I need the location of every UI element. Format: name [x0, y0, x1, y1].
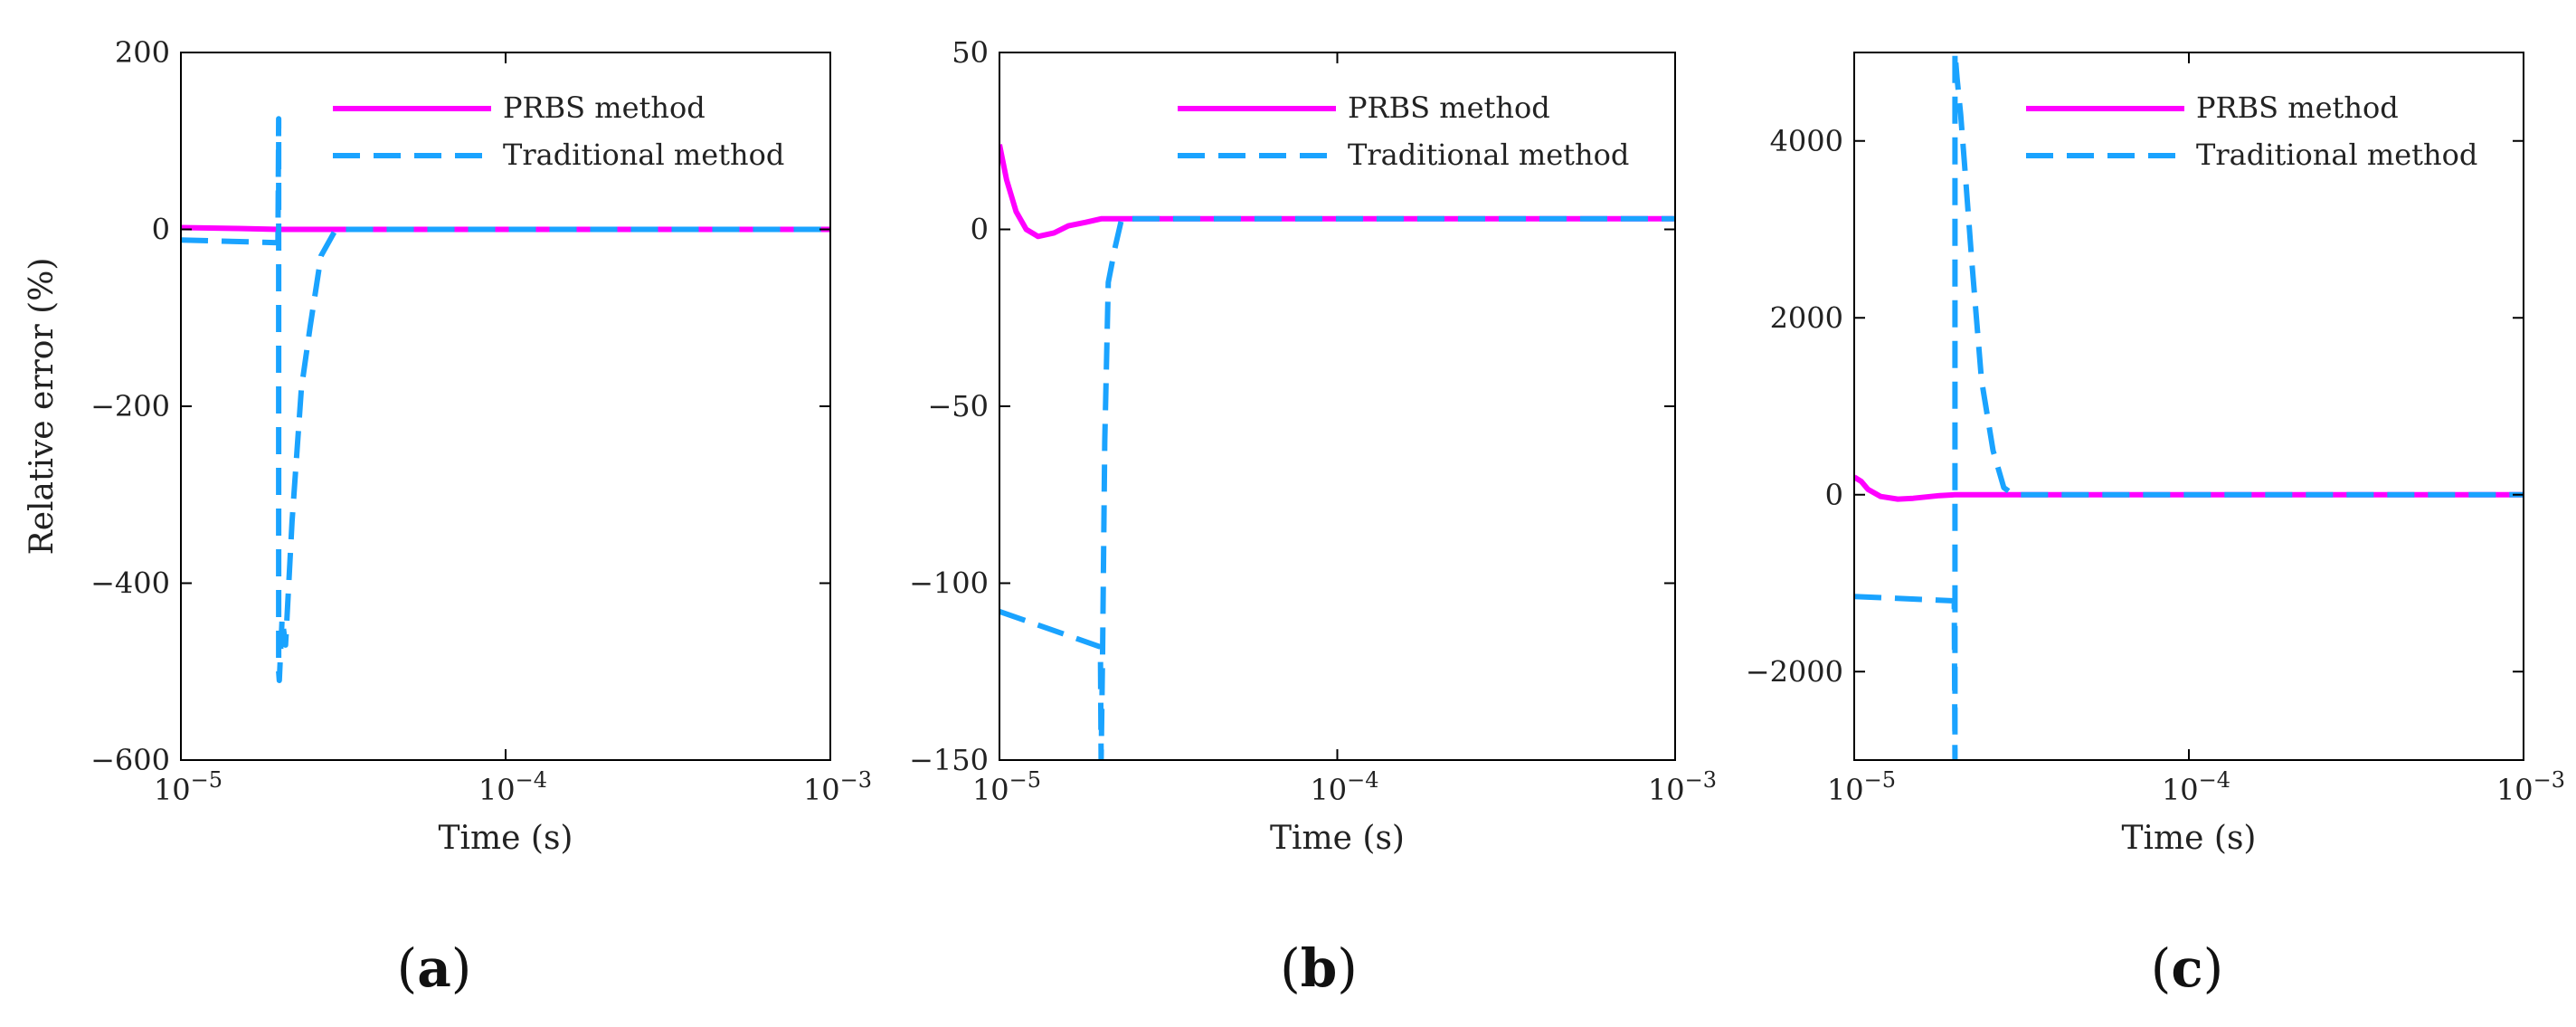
legend-traditional-label: Traditional method — [503, 138, 784, 172]
y-tick-label: 0 — [152, 213, 170, 247]
x-tick-label: 10−3 — [803, 767, 872, 807]
x-axis-label: Time (s) — [1270, 820, 1405, 857]
x-tick-label: 10−3 — [1648, 767, 1717, 807]
y-tick-label: −100 — [909, 566, 989, 601]
x-tick-label: 10−5 — [154, 767, 223, 807]
panel-label-a: (a) — [397, 937, 472, 999]
traditional-series-line — [999, 215, 1675, 760]
legend-traditional-label: Traditional method — [1348, 138, 1629, 172]
y-tick-label: 2000 — [1770, 300, 1843, 335]
traditional-series-line — [1854, 52, 2524, 760]
y-tick-label: 0 — [1825, 478, 1843, 512]
x-axis-label: Time (s) — [439, 820, 573, 857]
y-tick-label: −150 — [909, 743, 989, 777]
x-axis-label: Time (s) — [2122, 820, 2257, 857]
x-tick-label: 10−4 — [2162, 767, 2230, 807]
y-tick-label: −400 — [90, 566, 170, 601]
chart-panel-c: −2000 0 2000 4000 10−5 10−4 10−3 Time (s) PRBS m… — [1746, 52, 2565, 999]
y-tick-label: 4000 — [1770, 124, 1843, 158]
traditional-series-line — [181, 116, 830, 683]
y-tick-label: −200 — [90, 389, 170, 423]
y-tick-label: −600 — [90, 743, 170, 777]
legend-traditional-label: Traditional method — [2196, 138, 2477, 172]
x-tick-label: 10−4 — [1310, 767, 1378, 807]
y-tick-label: −50 — [927, 389, 989, 423]
y-tick-label: 0 — [971, 213, 989, 247]
legend-prbs-label: PRBS method — [2196, 90, 2399, 125]
x-tick-label: 10−5 — [972, 767, 1041, 807]
legend-prbs-label: PRBS method — [1348, 90, 1550, 125]
y-tick-label: −2000 — [1746, 654, 1843, 689]
chart-panel-a: −600 −400 −200 0 200 10−5 10−4 10−3 Time (s) Rela… — [24, 35, 872, 999]
y-tick-label: 200 — [115, 35, 170, 70]
x-tick-label: 10−5 — [1827, 767, 1896, 807]
y-axis-label: Relative error (%) — [24, 258, 61, 556]
legend-prbs-label: PRBS method — [503, 90, 706, 125]
x-tick-label: 10−4 — [478, 767, 547, 807]
y-tick-label: 50 — [952, 35, 989, 70]
chart-panel-b: −150 −100 −50 0 50 10−5 10−4 10−3 Time (s) PRBS m… — [909, 35, 1717, 999]
x-tick-label: 10−3 — [2496, 767, 2565, 807]
panel-label-b: (b) — [1280, 937, 1358, 999]
panel-label-c: (c) — [2151, 937, 2224, 999]
